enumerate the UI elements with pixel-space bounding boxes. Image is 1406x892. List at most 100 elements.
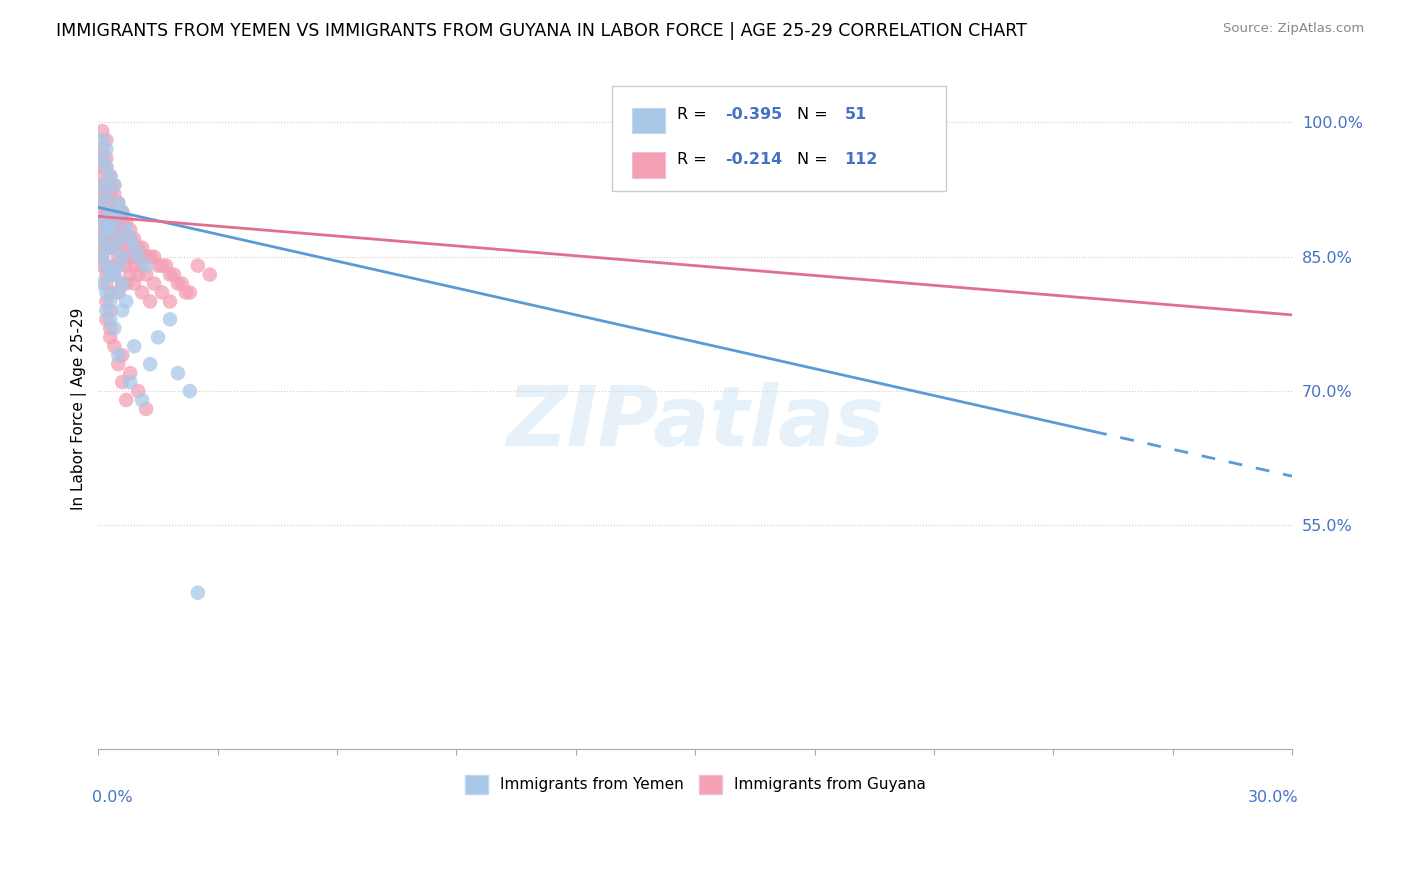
Point: [146, 259, 169, 273]
Point: [96, 223, 118, 237]
Point: [143, 277, 166, 291]
Point: [167, 277, 190, 291]
Point: [103, 205, 125, 219]
Point: [122, 232, 145, 246]
Bar: [631, 152, 665, 178]
Point: [98, 303, 121, 318]
Point: [98, 195, 121, 210]
Point: [91, 160, 114, 174]
Point: [159, 312, 181, 326]
Point: [91, 232, 114, 246]
Point: [91, 214, 114, 228]
Point: [103, 259, 125, 273]
Point: [98, 321, 121, 335]
Point: [96, 223, 118, 237]
Point: [96, 151, 118, 165]
Point: [131, 259, 153, 273]
Point: [120, 223, 142, 237]
Point: [103, 178, 125, 192]
Point: [122, 241, 145, 255]
Point: [111, 375, 134, 389]
Point: [103, 232, 125, 246]
Text: R =: R =: [678, 152, 713, 167]
Point: [98, 223, 121, 237]
Point: [91, 178, 114, 192]
Point: [115, 277, 138, 291]
Point: [107, 232, 129, 246]
Point: [107, 259, 129, 273]
Point: [143, 250, 166, 264]
Point: [98, 241, 121, 255]
Point: [159, 294, 181, 309]
Point: [91, 178, 114, 192]
FancyBboxPatch shape: [612, 86, 946, 191]
Point: [170, 277, 193, 291]
Point: [103, 268, 125, 282]
Point: [96, 277, 118, 291]
Point: [96, 259, 118, 273]
Text: R =: R =: [678, 107, 713, 122]
Point: [111, 214, 134, 228]
Point: [103, 321, 125, 335]
Point: [115, 259, 138, 273]
Point: [98, 178, 121, 192]
Point: [131, 285, 153, 300]
Point: [111, 250, 134, 264]
Point: [98, 285, 121, 300]
Point: [198, 268, 221, 282]
Point: [146, 330, 169, 344]
Point: [96, 268, 118, 282]
Point: [96, 178, 118, 192]
Point: [103, 241, 125, 255]
Point: [135, 259, 157, 273]
Point: [107, 259, 129, 273]
Point: [179, 285, 201, 300]
Point: [96, 285, 118, 300]
Point: [107, 250, 129, 264]
Point: [150, 285, 173, 300]
Point: [98, 205, 121, 219]
Point: [115, 232, 138, 246]
Point: [103, 214, 125, 228]
Point: [96, 303, 118, 318]
Point: [103, 268, 125, 282]
Point: [107, 232, 129, 246]
Point: [115, 294, 138, 309]
Point: [187, 585, 209, 599]
Point: [91, 142, 114, 156]
Point: [96, 214, 118, 228]
Point: [98, 205, 121, 219]
Point: [155, 259, 177, 273]
Point: [96, 160, 118, 174]
Point: [91, 250, 114, 264]
Text: -0.214: -0.214: [725, 152, 782, 167]
Point: [91, 241, 114, 255]
Point: [107, 223, 129, 237]
Point: [103, 178, 125, 192]
Point: [111, 241, 134, 255]
Y-axis label: In Labor Force | Age 25-29: In Labor Force | Age 25-29: [72, 308, 87, 510]
Point: [139, 357, 162, 371]
Point: [111, 250, 134, 264]
Text: 30.0%: 30.0%: [1247, 790, 1298, 805]
Point: [91, 133, 114, 147]
Point: [98, 169, 121, 183]
Point: [111, 205, 134, 219]
Point: [91, 205, 114, 219]
Point: [120, 375, 142, 389]
Point: [135, 401, 157, 416]
Point: [127, 268, 149, 282]
Point: [120, 268, 142, 282]
Point: [127, 384, 149, 398]
Point: [98, 268, 121, 282]
Point: [111, 277, 134, 291]
Point: [91, 124, 114, 138]
Point: [107, 348, 129, 362]
Point: [96, 160, 118, 174]
Point: [115, 392, 138, 407]
Point: [96, 312, 118, 326]
Point: [179, 384, 201, 398]
Point: [115, 223, 138, 237]
Text: 112: 112: [845, 152, 877, 167]
Point: [127, 250, 149, 264]
